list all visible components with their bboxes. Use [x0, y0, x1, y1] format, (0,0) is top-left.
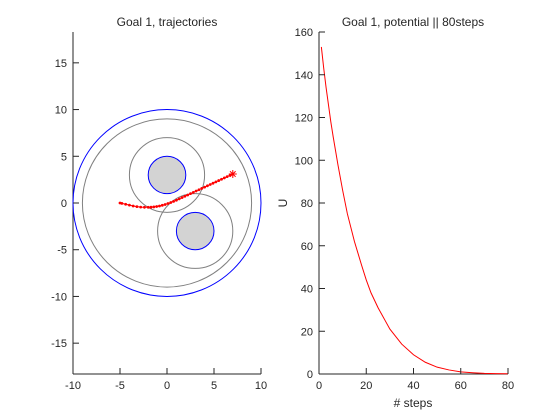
trajectory-point	[135, 205, 139, 209]
trajectory-point	[149, 205, 153, 209]
trajectory-point	[211, 181, 215, 185]
trajectory-x-tick-label: 0	[164, 380, 170, 392]
trajectory-x-tick-label: -5	[115, 380, 125, 392]
trajectory-x-tick-label: 5	[211, 380, 217, 392]
trajectory-point	[131, 204, 135, 208]
potential-y-tick-label: 120	[295, 113, 313, 125]
trajectory-point	[172, 200, 175, 203]
trajectory-point	[222, 176, 226, 180]
trajectory-point	[191, 190, 195, 194]
obstacle-influence-circle	[128, 137, 206, 213]
trajectory-plot-area	[72, 32, 262, 375]
trajectory-point	[186, 193, 190, 197]
potential-y-tick-label: 80	[301, 198, 313, 210]
potential-x-tick-label: 0	[316, 380, 322, 392]
trajectory-point	[158, 204, 161, 208]
trajectory-point	[143, 205, 146, 209]
trajectory-point	[180, 196, 184, 199]
trajectory-point	[220, 177, 223, 181]
trajectory-point	[203, 185, 207, 189]
potential-y-tick-label: 0	[307, 369, 313, 381]
trajectory-point	[175, 198, 178, 202]
trajectory-x-tick-label: 10	[255, 380, 267, 392]
trajectory-axes: Goal 1, trajectories -10 -5 0 5 10 -15 -10 -5 0…	[51, 15, 267, 392]
trajectory-point	[214, 180, 218, 184]
trajectory-point	[152, 205, 156, 209]
trajectory-y-tick-label: 5	[61, 151, 67, 163]
trajectory-x-ticks: -10 -5 0 5 10	[65, 368, 267, 392]
obstacle-disk	[175, 211, 215, 251]
start-marker	[228, 170, 237, 179]
potential-axes: Goal 1, potential || 80steps 0 20 40 60 80 0…	[276, 15, 514, 410]
trajectory-plot-title: Goal 1, trajectories	[117, 15, 218, 29]
potential-y-axis-label: U	[276, 199, 290, 208]
trajectory-point	[155, 205, 159, 208]
trajectory-point	[225, 175, 229, 179]
trajectory-point	[124, 202, 128, 206]
trajectory-point	[146, 205, 150, 209]
potential-y-tick-label: 40	[301, 284, 313, 296]
potential-y-tick-label: 140	[295, 70, 313, 82]
trajectory-y-tick-label: -15	[51, 338, 67, 350]
trajectory-point	[177, 197, 181, 201]
trajectory-y-tick-label: 0	[61, 198, 67, 210]
trajectory-point	[160, 203, 164, 207]
trajectory-y-tick-label: 10	[55, 105, 67, 117]
trajectory-point	[189, 192, 192, 196]
trajectory-point	[127, 203, 131, 207]
obstacle-influence-circle	[157, 193, 234, 269]
trajectory-y-ticks: -15 -10 -5 0 5 10 15	[51, 58, 79, 350]
potential-x-tick-label: 80	[502, 380, 514, 392]
potential-y-ticks: 0 20 40 60 80 100 120 140 160	[295, 27, 325, 381]
potential-plot-title: Goal 1, potential || 80steps	[342, 15, 484, 29]
trajectory-point	[194, 189, 198, 193]
trajectory-y-tick-label: -5	[57, 245, 67, 257]
potential-x-axis-label: # steps	[394, 396, 433, 410]
potential-x-ticks: 0 20 40 60 80	[316, 368, 514, 392]
trajectory-point	[118, 201, 122, 205]
potential-x-tick-label: 20	[360, 380, 372, 392]
obstacle-disk	[147, 155, 187, 195]
potential-line	[320, 46, 509, 375]
trajectory-y-tick-label: 15	[55, 58, 67, 70]
trajectory-y-tick-label: -10	[51, 291, 67, 303]
potential-y-tick-label: 160	[295, 27, 313, 39]
trajectory-point	[197, 188, 201, 192]
potential-y-tick-label: 20	[301, 326, 313, 338]
trajectory-point	[206, 184, 209, 188]
trajectory-x-tick-label: -10	[65, 380, 81, 392]
potential-y-tick-label: 60	[301, 241, 313, 253]
trajectory-point	[208, 183, 212, 186]
potential-x-tick-label: 60	[455, 380, 467, 392]
trajectory-point	[217, 179, 221, 182]
trajectory-point	[200, 187, 204, 190]
potential-y-tick-label: 100	[295, 155, 313, 167]
inner-boundary-circle	[81, 118, 253, 288]
trajectory-point	[166, 202, 170, 205]
trajectory-point	[169, 201, 173, 204]
potential-x-tick-label: 40	[407, 380, 419, 392]
trajectory-point	[139, 205, 143, 209]
trajectory-point	[183, 194, 187, 198]
trajectory-point	[163, 203, 167, 206]
